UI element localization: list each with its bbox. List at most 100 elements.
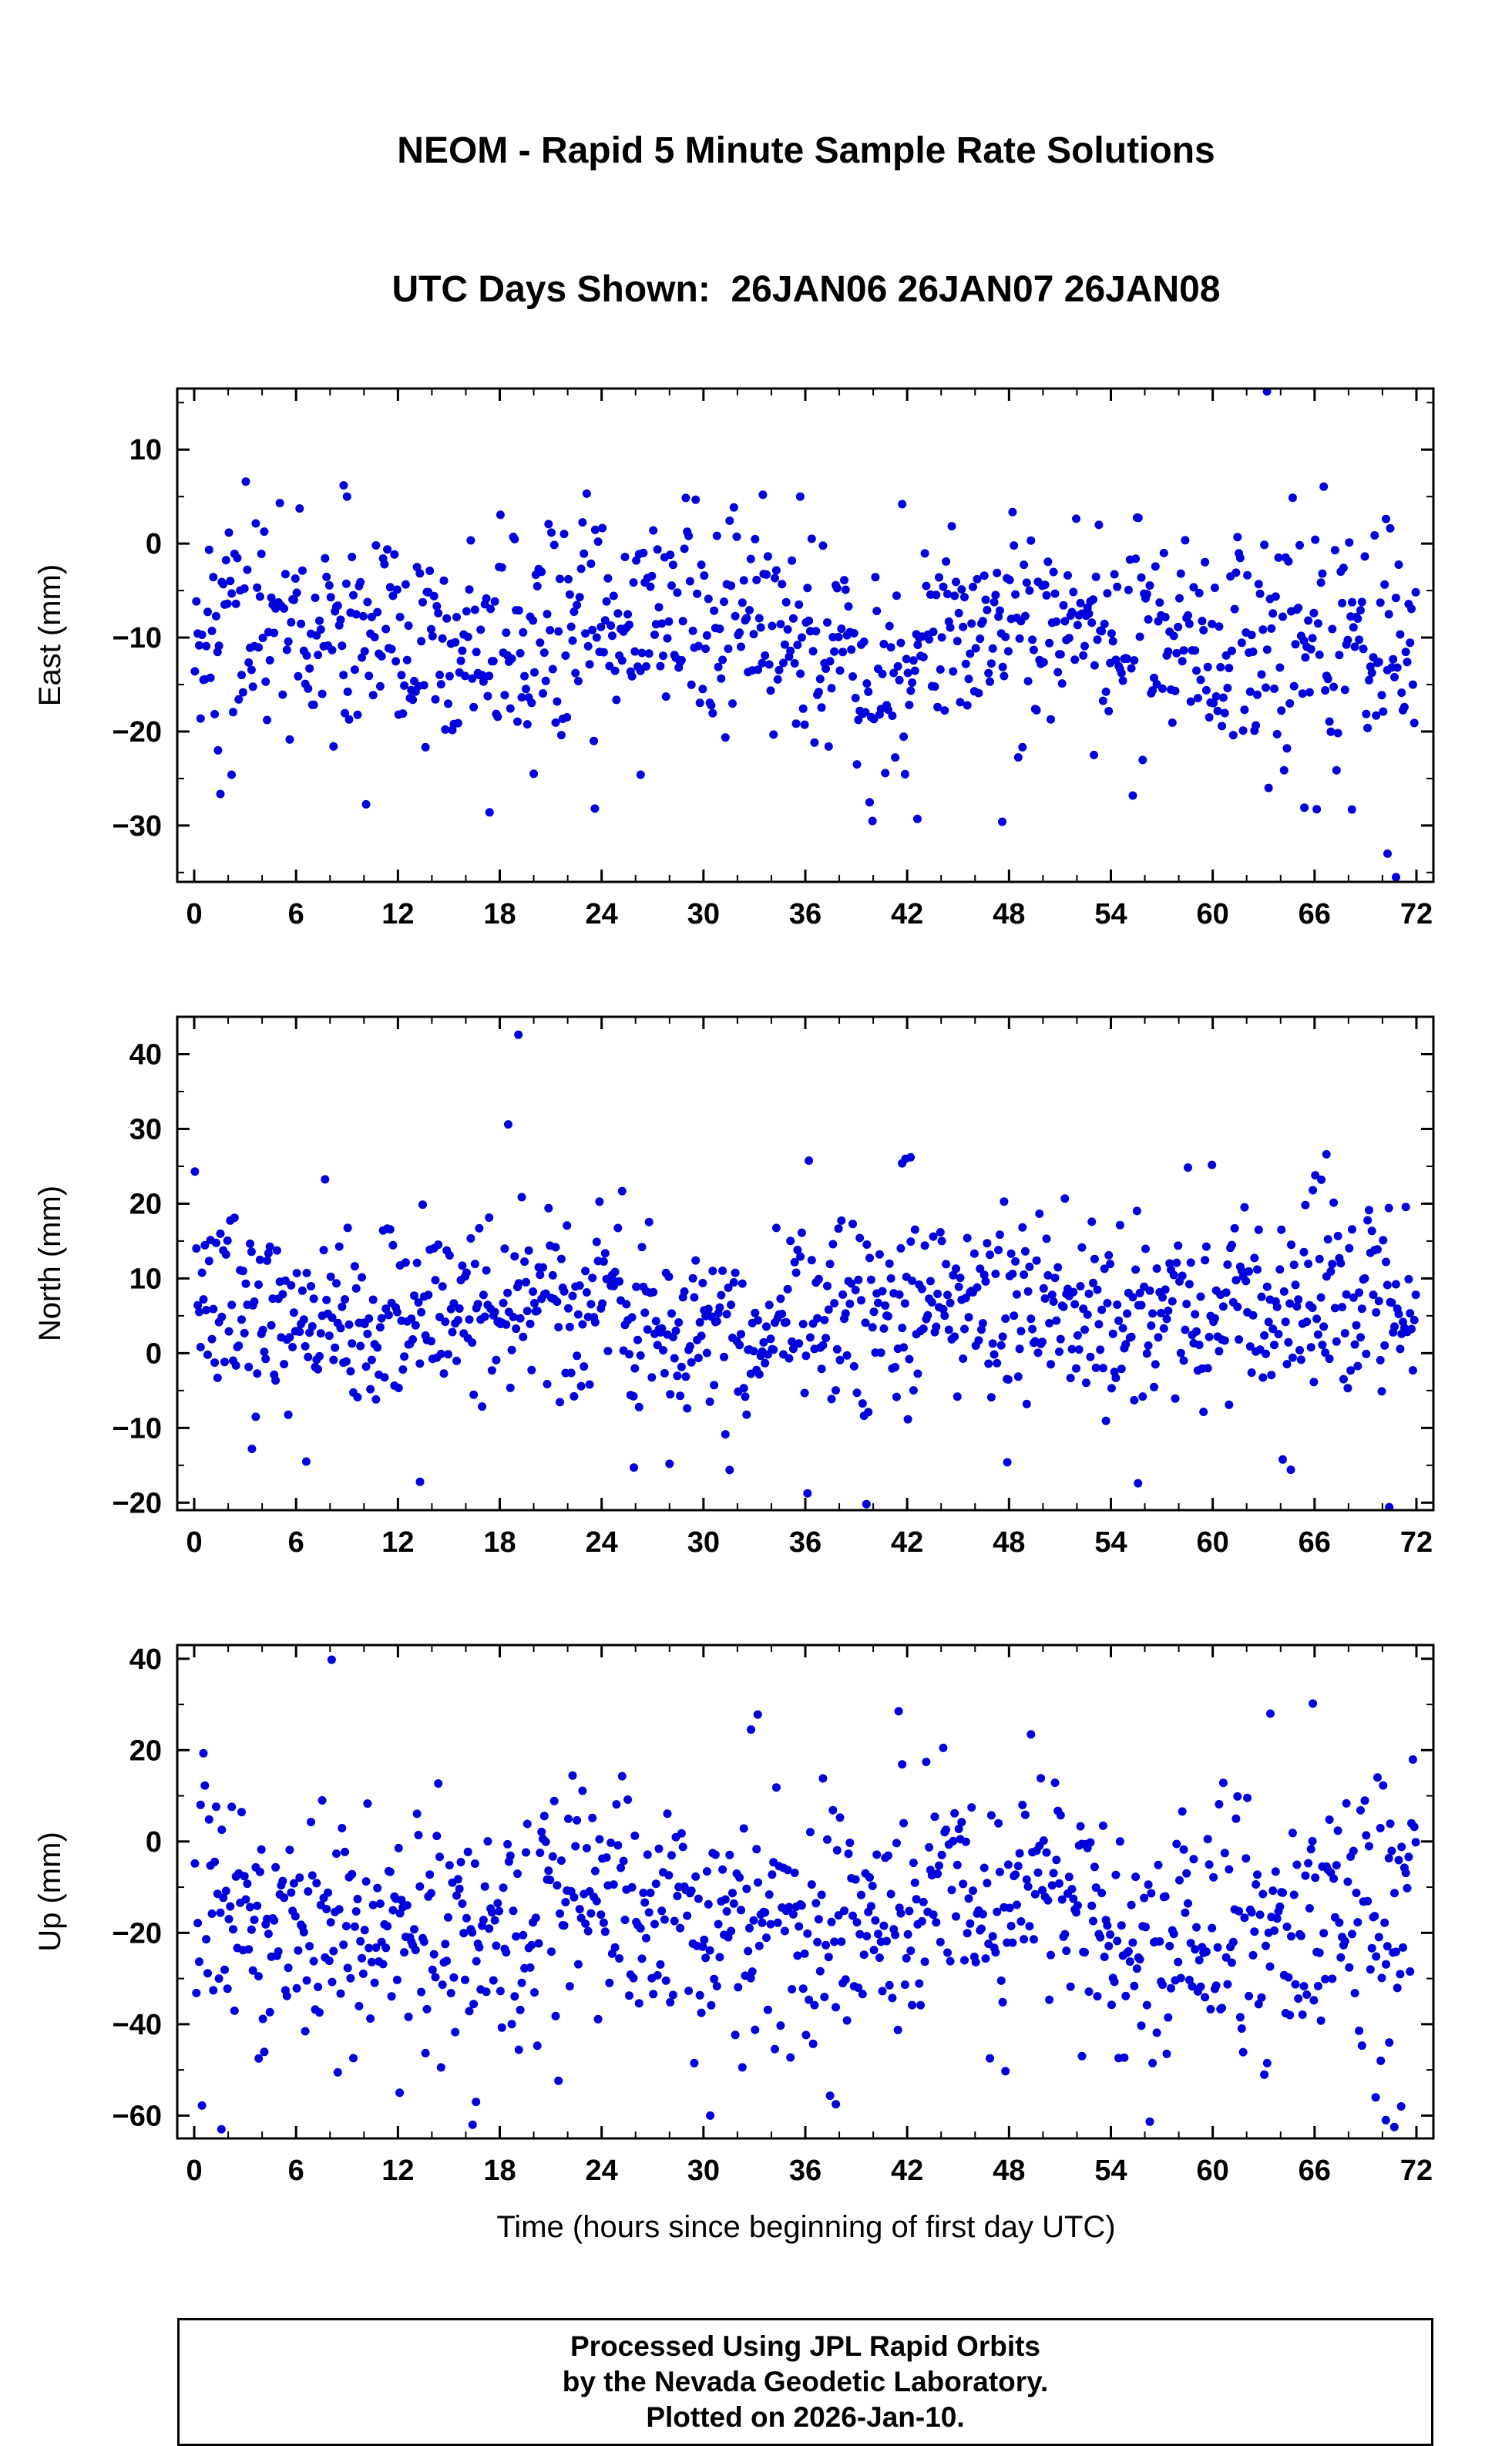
data-point — [687, 1886, 696, 1896]
data-point — [387, 1992, 396, 2001]
data-point — [654, 603, 664, 612]
data-point — [797, 633, 806, 642]
data-point — [1030, 1889, 1040, 1899]
data-point — [1093, 1285, 1102, 1294]
data-point — [294, 1946, 303, 1955]
data-point — [1178, 1271, 1187, 1280]
data-point — [237, 671, 246, 680]
data-point — [869, 1307, 879, 1317]
data-point — [1087, 1901, 1097, 1910]
data-point — [1203, 1364, 1212, 1373]
data-point — [1168, 718, 1177, 727]
data-point — [1357, 2041, 1366, 2051]
data-point — [1003, 647, 1013, 656]
data-point — [1090, 1862, 1099, 1872]
data-point — [943, 1290, 952, 1300]
data-point — [963, 1929, 972, 1938]
data-point — [1326, 1267, 1336, 1276]
data-point — [990, 597, 999, 607]
outlier-point — [898, 1159, 907, 1168]
plot-frame — [176, 1644, 1435, 2140]
data-point — [855, 1233, 865, 1243]
data-point — [506, 1383, 515, 1392]
data-point — [764, 660, 774, 669]
data-point — [1215, 1800, 1224, 1808]
data-point — [1080, 1948, 1089, 1957]
data-point — [827, 1395, 836, 1404]
data-point — [1237, 638, 1246, 648]
data-point — [738, 2063, 747, 2072]
data-point — [223, 1236, 232, 1245]
data-point — [1245, 1991, 1253, 2000]
data-point — [862, 679, 872, 688]
data-point — [583, 1926, 593, 1936]
data-point — [496, 510, 505, 520]
data-point — [1069, 1894, 1078, 1903]
data-point — [995, 606, 1004, 615]
data-point — [1201, 1993, 1210, 2002]
data-point — [412, 1258, 422, 1267]
data-point — [952, 1912, 960, 1921]
data-point — [969, 1886, 977, 1896]
data-point — [949, 1836, 958, 1845]
data-point — [339, 671, 348, 680]
data-point — [531, 1913, 540, 1923]
data-point — [854, 1275, 863, 1284]
data-point — [620, 1916, 630, 1924]
data-point — [263, 715, 272, 725]
data-point — [492, 1941, 501, 1950]
x-tick-label: 0 — [186, 898, 202, 930]
data-point — [221, 1250, 230, 1259]
data-point — [869, 715, 879, 724]
data-point — [744, 1946, 753, 1956]
data-point — [281, 570, 290, 579]
data-point — [1111, 1870, 1121, 1879]
data-point — [708, 708, 717, 718]
data-point — [1158, 684, 1167, 693]
data-point — [402, 655, 412, 664]
data-point — [356, 577, 365, 587]
data-point — [1208, 620, 1217, 628]
data-point — [1231, 1814, 1241, 1823]
data-point — [1345, 1963, 1354, 1972]
data-point — [1258, 1373, 1268, 1382]
data-point — [1321, 686, 1330, 695]
data-point — [1379, 707, 1388, 716]
data-point — [590, 1866, 600, 1876]
data-point — [556, 574, 564, 584]
data-point — [561, 651, 570, 660]
data-point — [297, 566, 307, 575]
data-point — [1343, 635, 1352, 644]
data-point — [1218, 722, 1227, 731]
data-point — [255, 1255, 264, 1264]
data-point — [468, 674, 477, 683]
data-point — [953, 1392, 962, 1401]
data-point — [825, 2091, 835, 2101]
data-point — [324, 1956, 334, 1966]
data-point — [939, 582, 948, 591]
data-point — [1127, 664, 1136, 673]
data-point — [695, 1990, 704, 2000]
data-point — [610, 1267, 620, 1277]
data-point — [1309, 1996, 1319, 2005]
x-tick-label: 66 — [1299, 2155, 1331, 2187]
data-point — [680, 544, 689, 553]
data-point — [883, 705, 892, 715]
data-point — [994, 1819, 1003, 1828]
data-point — [1131, 1872, 1141, 1882]
data-point — [1100, 1264, 1109, 1273]
data-point — [1328, 1974, 1337, 1983]
data-point — [289, 1308, 298, 1317]
data-point — [1067, 1885, 1077, 1894]
data-point — [368, 691, 378, 700]
data-point — [773, 675, 782, 684]
data-point — [1110, 570, 1119, 579]
data-point — [248, 682, 257, 691]
data-point — [435, 671, 444, 679]
x-tick-label: 30 — [687, 2155, 720, 2187]
data-point — [475, 1223, 484, 1233]
data-point — [981, 1954, 990, 1963]
data-point — [848, 1911, 857, 1920]
data-point — [412, 1809, 422, 1819]
data-point — [1164, 647, 1173, 656]
